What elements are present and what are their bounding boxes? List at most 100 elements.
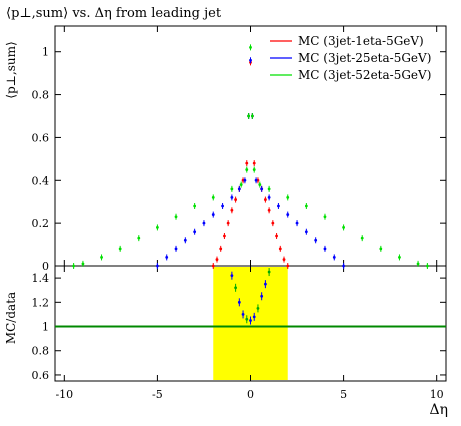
ratio-y-tick-label: 1.4 <box>32 272 50 285</box>
legend-label-2: MC (3jet-25eta-5GeV) <box>298 51 431 65</box>
series-2-point <box>342 264 345 268</box>
series-3-point <box>249 46 252 49</box>
main-y-tick-label: 0.4 <box>32 174 50 187</box>
series-3-point <box>258 183 262 186</box>
series-1-point <box>271 221 275 225</box>
ratio-point <box>260 294 264 298</box>
series-1-point <box>226 221 230 225</box>
series-3-point <box>252 168 256 171</box>
ratio-y-tick-label: 0.6 <box>32 369 50 382</box>
series-2-point <box>193 230 197 234</box>
series-1-point <box>278 247 282 251</box>
series-3-point <box>250 114 254 118</box>
series-2-point <box>221 204 224 208</box>
ratio-y-tick-label: 1 <box>42 321 49 334</box>
x-tick-label: 0 <box>247 388 254 401</box>
series-3-point <box>416 262 420 266</box>
series-2-point <box>323 247 327 251</box>
series-2-point <box>174 247 178 251</box>
series-3-point <box>286 196 290 199</box>
main-y-tick-label: 0.8 <box>32 89 50 102</box>
main-y-axis-label: ⟨p⊥,sum⟩ <box>4 41 18 98</box>
main-y-tick-label: 0 <box>42 260 49 273</box>
series-2-point <box>156 264 159 268</box>
series-1-point <box>215 258 219 261</box>
main-y-tick-label: 0.6 <box>32 131 50 144</box>
series-1-point <box>230 208 234 212</box>
ratio-y-axis-label: MC/data <box>4 292 18 344</box>
series-1-point <box>267 208 271 212</box>
series-2-point <box>183 238 187 242</box>
legend-label-3: MC (3jet-52eta-5GeV) <box>298 68 431 82</box>
series-3-point <box>342 226 345 229</box>
series-3-point <box>100 256 103 259</box>
ratio-point <box>237 300 241 304</box>
series-1-point <box>234 198 238 201</box>
series-3-point <box>398 256 401 259</box>
series-3-point <box>323 215 327 219</box>
ratio-point <box>252 315 256 319</box>
series-1-point <box>282 258 286 261</box>
main-y-tick-label: 0.2 <box>32 217 50 230</box>
ratio-point <box>234 286 238 290</box>
series-2-point <box>249 58 252 62</box>
series-2-point <box>295 221 299 225</box>
series-2-point <box>332 256 336 259</box>
plot-panels: -10 -5 0 5 10 0 0.2 0.4 0.6 0.8 1 0.6 0.8 1 1.2 1.4 MC (… <box>32 25 447 401</box>
series-1-point <box>219 247 223 251</box>
series-2-point <box>304 230 308 234</box>
x-tick-label: -10 <box>55 388 73 401</box>
series-1-point <box>245 161 249 165</box>
series-3-point <box>72 264 76 268</box>
ratio-y-tick-label: 0.8 <box>32 345 50 358</box>
ratio-point <box>249 319 252 322</box>
series-2-point <box>230 196 234 199</box>
ratio-point <box>230 274 234 278</box>
series-3-point <box>425 264 429 268</box>
series-3-point <box>118 247 122 251</box>
series-3-point <box>245 168 249 171</box>
series-2-point <box>211 213 215 216</box>
ratio-point <box>241 313 245 316</box>
main-y-tick-label: 1 <box>42 46 49 59</box>
ratio-y-tick-label: 1.2 <box>32 296 50 309</box>
ratio-point <box>267 270 271 274</box>
series-2-point <box>254 178 258 182</box>
chart-title: ⟨p⊥,sum⟩ vs. Δη from leading jet <box>6 6 222 21</box>
x-axis-label: Δη <box>430 402 449 418</box>
series-3-point <box>230 187 234 191</box>
series-3-point <box>211 196 215 199</box>
series-1-point <box>275 234 278 238</box>
ratio-point <box>245 317 249 321</box>
series-3-point <box>379 247 383 251</box>
series-1-point <box>252 161 256 165</box>
series-2-point <box>267 196 271 199</box>
series-3-point <box>193 204 197 208</box>
series-2-point <box>202 221 206 225</box>
series-3-point <box>239 183 243 186</box>
series-3-point <box>156 226 159 229</box>
series-3-point <box>247 114 251 118</box>
series-2-point <box>286 213 290 216</box>
series-1-point <box>211 264 215 268</box>
series-3-point <box>304 204 308 208</box>
series-1-point <box>263 198 267 201</box>
x-tick-label: 10 <box>430 388 444 401</box>
x-tick-label: 5 <box>340 388 347 401</box>
series-3-point <box>137 236 141 240</box>
series-2-point <box>165 256 169 259</box>
series-3-point <box>267 187 271 191</box>
series-1-point <box>223 234 226 238</box>
ratio-point <box>263 282 267 286</box>
series-2-point <box>260 187 264 191</box>
series-2-point <box>314 238 318 242</box>
series-3-point <box>360 236 364 240</box>
series-2-point <box>277 204 280 208</box>
legend-label-1: MC (3jet-1eta-5GeV) <box>298 34 424 48</box>
series-3-point <box>174 215 178 219</box>
series-3-point <box>81 262 85 266</box>
series-1-point <box>286 264 290 268</box>
ratio-point <box>256 306 260 310</box>
